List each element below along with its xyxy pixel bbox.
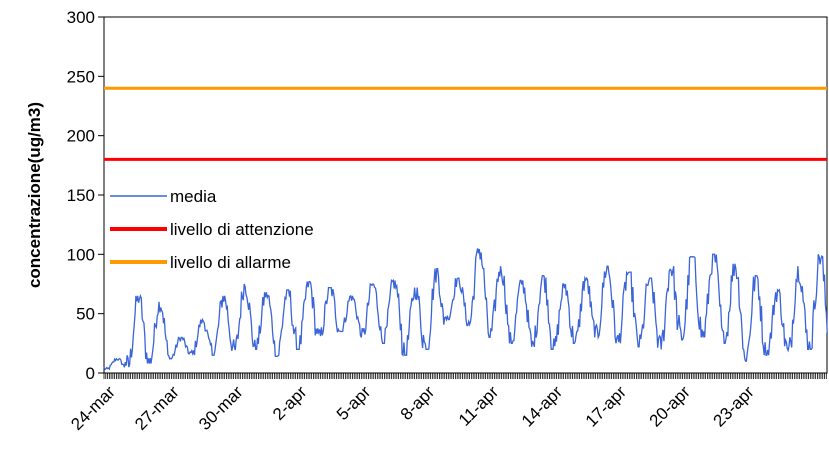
y-tick-label: 0 <box>86 364 95 383</box>
legend-label-allarme: livello di allarme <box>170 253 291 272</box>
x-tick-label: 17-apr <box>582 382 630 430</box>
series-line-media <box>103 248 828 371</box>
y-tick-label: 250 <box>67 67 95 86</box>
y-tick-label: 150 <box>67 186 95 205</box>
x-tick-label: 27-mar <box>131 382 183 434</box>
x-tick-label: 20-apr <box>646 382 694 430</box>
legend-label-media: media <box>170 187 217 206</box>
y-axis-label: concentrazione(ug/m3) <box>25 102 44 288</box>
x-tick-label: 2-apr <box>269 382 311 424</box>
x-tick-label: 5-apr <box>333 382 375 424</box>
series-group <box>103 86 828 371</box>
y-tick-label: 300 <box>67 8 95 27</box>
x-tick-label: 8-apr <box>397 382 439 424</box>
x-axis: 24-mar 27-mar 30-mar 2-apr 5-apr 8-apr 11-apr 1… <box>67 373 827 434</box>
x-tick-label: 14-apr <box>518 382 566 430</box>
x-tick-label: 23-apr <box>710 382 758 430</box>
y-tick-label: 200 <box>67 127 95 146</box>
legend-label-attenzione: livello di attenzione <box>170 220 314 239</box>
y-tick-label: 50 <box>76 305 95 324</box>
y-tick-label: 100 <box>67 245 95 264</box>
y-axis: 0 50 100 150 200 250 300 <box>67 8 104 383</box>
legend: media livello di attenzione livello di a… <box>110 187 314 272</box>
x-tick-label: 11-apr <box>455 382 503 430</box>
x-tick-label: 24-mar <box>67 382 119 434</box>
x-tick-label: 30-mar <box>195 382 247 434</box>
